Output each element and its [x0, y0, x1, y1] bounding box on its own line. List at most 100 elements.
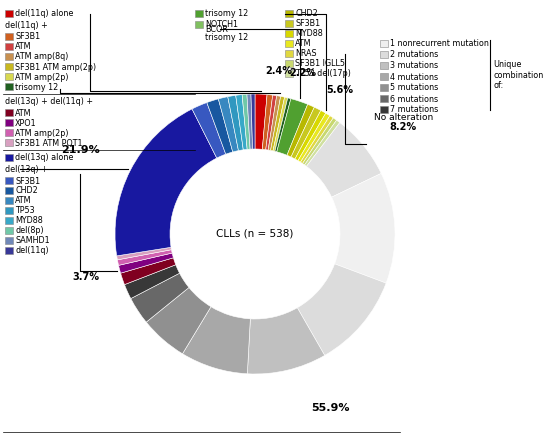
Text: 5 mutations: 5 mutations — [390, 83, 438, 92]
Text: 3.7%: 3.7% — [72, 272, 99, 282]
Text: MYD88: MYD88 — [295, 29, 322, 39]
Text: SF3B1: SF3B1 — [15, 32, 40, 41]
Text: XPO1: XPO1 — [15, 119, 37, 127]
Text: trisomy 12: trisomy 12 — [15, 83, 58, 91]
Bar — [285, 71, 293, 78]
Text: 5.6%: 5.6% — [326, 85, 353, 95]
Bar — [5, 53, 13, 60]
Wedge shape — [273, 97, 288, 151]
Text: trisomy 12: trisomy 12 — [205, 33, 248, 43]
Bar — [5, 155, 13, 162]
Wedge shape — [228, 95, 244, 151]
Text: BCOR: BCOR — [205, 25, 228, 35]
Wedge shape — [247, 308, 325, 374]
Bar — [5, 11, 13, 17]
Bar — [285, 20, 293, 28]
Wedge shape — [207, 99, 233, 154]
Wedge shape — [192, 103, 226, 158]
Bar — [5, 44, 13, 51]
Wedge shape — [271, 96, 285, 151]
Text: ATM amp(2p): ATM amp(2p) — [15, 128, 68, 138]
Text: TP53 del(17p): TP53 del(17p) — [295, 70, 351, 79]
Text: ATM: ATM — [15, 43, 32, 52]
Bar — [5, 247, 13, 254]
Wedge shape — [242, 94, 250, 149]
Wedge shape — [118, 253, 173, 273]
Wedge shape — [219, 97, 239, 152]
Bar — [380, 52, 388, 59]
Text: No alteration: No alteration — [374, 113, 433, 123]
Wedge shape — [266, 95, 277, 150]
Wedge shape — [331, 174, 395, 283]
Wedge shape — [306, 123, 381, 197]
Text: del(13q) alone: del(13q) alone — [15, 154, 73, 163]
Wedge shape — [268, 96, 281, 151]
Text: Unique
combination
of:: Unique combination of: — [493, 60, 543, 90]
Text: del(11q): del(11q) — [15, 246, 48, 255]
Bar — [5, 218, 13, 225]
Wedge shape — [146, 288, 211, 354]
Text: ATM: ATM — [295, 40, 311, 48]
Wedge shape — [302, 118, 336, 165]
Wedge shape — [117, 250, 172, 266]
Bar — [5, 207, 13, 214]
Bar — [5, 110, 13, 116]
Wedge shape — [262, 95, 272, 150]
Bar — [5, 74, 13, 80]
Wedge shape — [298, 113, 330, 162]
Bar — [5, 83, 13, 91]
Text: ATM: ATM — [15, 108, 32, 118]
Text: SF3B1 ATM POT1: SF3B1 ATM POT1 — [15, 139, 82, 147]
Wedge shape — [115, 109, 217, 256]
Bar — [5, 33, 13, 40]
Bar — [380, 84, 388, 91]
Bar — [285, 11, 293, 17]
Text: del(11q) +: del(11q) + — [5, 21, 48, 31]
Wedge shape — [251, 94, 255, 149]
Wedge shape — [121, 258, 176, 285]
Bar — [5, 238, 13, 245]
Text: 7 mutations: 7 mutations — [390, 106, 438, 115]
Text: CLLs (n = 538): CLLs (n = 538) — [216, 229, 294, 239]
Wedge shape — [182, 307, 250, 374]
Text: NOTCH1: NOTCH1 — [205, 20, 238, 29]
Bar — [380, 40, 388, 48]
Wedge shape — [297, 264, 386, 355]
Bar — [5, 63, 13, 71]
Text: 55.9%: 55.9% — [311, 403, 350, 413]
Text: 4 mutations: 4 mutations — [390, 72, 438, 82]
Text: NRAS: NRAS — [295, 49, 316, 59]
Wedge shape — [236, 95, 247, 150]
Text: 1 nonrecurrent mutation: 1 nonrecurrent mutation — [390, 40, 489, 48]
Wedge shape — [275, 98, 291, 152]
Wedge shape — [247, 94, 252, 149]
Text: CHD2: CHD2 — [15, 186, 38, 195]
Text: ATM amp(2p): ATM amp(2p) — [15, 72, 68, 82]
Bar — [380, 74, 388, 80]
Bar — [5, 227, 13, 234]
Bar — [195, 11, 203, 17]
Bar — [285, 40, 293, 48]
Bar — [5, 178, 13, 185]
Text: SF3B1 ATM amp(2p): SF3B1 ATM amp(2p) — [15, 63, 96, 71]
Text: 3 mutations: 3 mutations — [390, 62, 438, 71]
Text: SF3B1: SF3B1 — [15, 177, 40, 186]
Bar — [285, 51, 293, 58]
Bar — [5, 130, 13, 136]
Bar — [380, 95, 388, 103]
Text: 21.9%: 21.9% — [61, 145, 100, 155]
Text: ATM amp(8q): ATM amp(8q) — [15, 52, 68, 62]
Text: SF3B1: SF3B1 — [295, 20, 320, 28]
Text: del(11q) alone: del(11q) alone — [15, 9, 73, 19]
Text: 2.2%: 2.2% — [289, 67, 316, 78]
Text: SAMHD1: SAMHD1 — [15, 237, 49, 246]
Bar — [285, 31, 293, 37]
Bar — [5, 187, 13, 194]
Bar — [380, 63, 388, 70]
Text: ATM: ATM — [15, 197, 32, 206]
Text: TP53: TP53 — [15, 206, 34, 215]
Wedge shape — [300, 116, 333, 163]
Wedge shape — [287, 104, 314, 157]
Wedge shape — [305, 120, 340, 166]
Text: 8.2%: 8.2% — [390, 122, 417, 132]
